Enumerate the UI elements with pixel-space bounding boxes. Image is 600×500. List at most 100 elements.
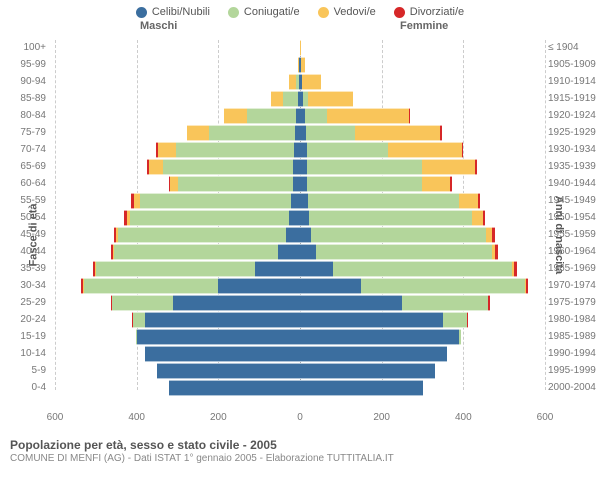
bar-segment (278, 244, 300, 260)
bar-segment (309, 210, 472, 226)
bar-segment (308, 193, 459, 209)
bar-segment (140, 193, 291, 209)
bar-segment (475, 159, 477, 175)
age-label: 100+ (0, 43, 46, 53)
bar-segment (224, 108, 246, 124)
age-label: 5-9 (0, 366, 46, 376)
bar-segment (169, 380, 300, 396)
bar-segment (308, 91, 353, 107)
bar-segment (514, 261, 517, 277)
birth-year-label: 1930-1934 (548, 145, 600, 155)
female-bar (300, 193, 545, 209)
female-bar (300, 278, 545, 294)
age-label: 75-79 (0, 128, 46, 138)
bar-segment (271, 91, 283, 107)
bar-segment (291, 193, 300, 209)
female-bar (300, 380, 545, 396)
pyramid-row (55, 363, 545, 379)
age-label: 80-84 (0, 111, 46, 121)
bar-segment (440, 125, 441, 141)
birth-year-label: 2000-2004 (548, 383, 600, 393)
female-bar (300, 227, 545, 243)
birth-year-label: 1960-1964 (548, 247, 600, 257)
female-bar (300, 312, 545, 328)
male-bar (55, 346, 300, 362)
pyramid-row (55, 261, 545, 277)
male-bar (55, 329, 300, 345)
bar-segment (163, 159, 294, 175)
bar-segment (300, 312, 443, 328)
bar-segment (218, 278, 300, 294)
column-headers: Maschi Femmine (0, 20, 600, 36)
bar-segment (255, 261, 300, 277)
age-label: 20-24 (0, 315, 46, 325)
bar-segment (305, 108, 327, 124)
bar-segment (112, 295, 173, 311)
legend-swatch (394, 7, 405, 18)
male-bar (55, 142, 300, 158)
male-bar (55, 278, 300, 294)
age-label: 65-69 (0, 162, 46, 172)
chart-subtitle: COMUNE DI MENFI (AG) - Dati ISTAT 1° gen… (10, 453, 590, 464)
bar-segment (96, 261, 255, 277)
male-bar (55, 210, 300, 226)
pyramid-row (55, 210, 545, 226)
birth-year-label: ≤ 1904 (548, 43, 600, 53)
female-bar (300, 125, 545, 141)
bar-segment (283, 91, 297, 107)
bar-segment (307, 176, 421, 192)
pyramid-row (55, 193, 545, 209)
chart-title: Popolazione per età, sesso e stato civil… (10, 438, 590, 452)
female-bar (300, 108, 545, 124)
bar-segment (300, 261, 333, 277)
x-tick-label: 600 (537, 412, 554, 423)
age-label: 40-44 (0, 247, 46, 257)
age-axis: 100+95-9990-9485-8980-8475-7970-7465-696… (0, 40, 50, 410)
age-label: 70-74 (0, 145, 46, 155)
x-tick-label: 200 (373, 412, 390, 423)
female-bar (300, 295, 545, 311)
age-label: 0-4 (0, 383, 46, 393)
legend-swatch (318, 7, 329, 18)
birth-year-label: 1975-1979 (548, 298, 600, 308)
male-bar (55, 91, 300, 107)
male-bar (55, 295, 300, 311)
chart-footer: Popolazione per età, sesso e stato civil… (0, 434, 600, 464)
pyramid-row (55, 380, 545, 396)
bar-segment (133, 312, 145, 328)
legend-swatch (228, 7, 239, 18)
female-bar (300, 176, 545, 192)
bar-segment (307, 142, 389, 158)
female-bar (300, 210, 545, 226)
legend: Celibi/NubiliConiugati/eVedovi/eDivorzia… (0, 0, 600, 20)
bar-segment (173, 295, 300, 311)
x-tick-label: 0 (297, 412, 303, 423)
female-bar (300, 142, 545, 158)
pyramid-row (55, 142, 545, 158)
legend-label: Coniugati/e (244, 6, 300, 18)
x-tick-label: 400 (455, 412, 472, 423)
legend-item: Divorziati/e (394, 6, 464, 18)
bar-segment (157, 363, 300, 379)
bar-segment (388, 142, 462, 158)
pyramid-row (55, 40, 545, 56)
male-bar (55, 125, 300, 141)
age-label: 10-14 (0, 349, 46, 359)
pyramid-row (55, 74, 545, 90)
bar-segment (459, 193, 477, 209)
birth-year-label: 1955-1959 (548, 230, 600, 240)
male-bar (55, 380, 300, 396)
pyramid-row (55, 159, 545, 175)
bar-segment (178, 176, 292, 192)
bar-segment (327, 108, 409, 124)
birth-year-label: 1935-1939 (548, 162, 600, 172)
x-axis: 6004002000200400600 (55, 412, 545, 430)
age-label: 25-29 (0, 298, 46, 308)
male-bar (55, 261, 300, 277)
male-bar (55, 57, 300, 73)
x-tick-label: 200 (210, 412, 227, 423)
bar-segment (187, 125, 209, 141)
pyramid-row (55, 278, 545, 294)
age-label: 35-39 (0, 264, 46, 274)
birth-year-label: 1915-1919 (548, 94, 600, 104)
